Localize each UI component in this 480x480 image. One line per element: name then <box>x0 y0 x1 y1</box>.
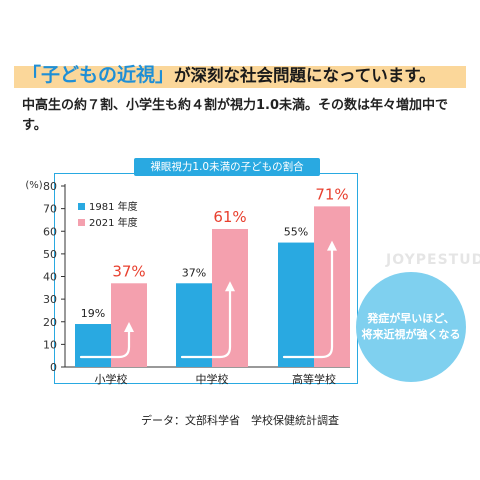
headline-highlight <box>14 66 466 88</box>
y-tick-label: 30 <box>43 293 57 306</box>
subtext: 中高生の約７割、小学生も約４割が視力1.0未満。その数は年々増加中です。 <box>22 98 449 133</box>
headline-text: 「子どもの近視」が深刻な社会問題になっています。 <box>22 60 436 87</box>
chart-title: 裸眼視力1.0未満の子どもの割合 <box>134 158 320 176</box>
callout-bubble: 発症が早いほど、 将来近視が強くなる <box>356 272 466 382</box>
legend-swatch <box>78 203 85 210</box>
source-note: データ：文部科学省 学校保健統計調査 <box>141 414 339 427</box>
callout-line-1: 発症が早いほど、 <box>367 312 455 325</box>
y-tick-label: 50 <box>43 248 57 261</box>
legend-label: 1981 年度 <box>89 200 138 213</box>
bar-1981 <box>75 324 111 367</box>
category-label: 高等学校 <box>292 372 336 386</box>
y-unit-label: (%) <box>25 180 42 191</box>
data-label-1981: 37% <box>182 266 206 279</box>
category-label: 小学校 <box>95 372 128 386</box>
callout-line-2: 将来近視が強くなる <box>361 328 461 341</box>
y-tick-label: 80 <box>43 180 57 193</box>
trend-arrow-head <box>124 322 134 333</box>
trend-arrow-head <box>327 240 337 251</box>
headline-rest: が深刻な社会問題になっています。 <box>174 66 436 85</box>
trend-arrow <box>180 288 232 359</box>
trend-arrow <box>282 247 334 359</box>
y-tick-label: 10 <box>43 338 57 351</box>
category-label: 中学校 <box>196 372 229 386</box>
bar-1981 <box>176 283 212 367</box>
bar-1981 <box>278 242 314 367</box>
headline: 「子どもの近視」が深刻な社会問題になっています。 <box>14 58 466 90</box>
y-tick-label: 60 <box>43 225 57 238</box>
data-label-2021: 37% <box>112 262 145 280</box>
y-tick-label: 0 <box>50 361 57 374</box>
data-label-1981: 55% <box>284 226 308 239</box>
data-label-2021: 61% <box>213 208 246 226</box>
watermark: JOYPESTUDIO <box>386 252 480 268</box>
headline-accent: 「子どもの近視」 <box>22 64 175 86</box>
data-label-1981: 19% <box>81 307 105 320</box>
legend-label: 2021 年度 <box>89 216 138 229</box>
y-tick-label: 40 <box>43 271 57 284</box>
y-tick-label: 20 <box>43 316 57 329</box>
legend-swatch <box>78 219 85 226</box>
trend-arrow-head <box>225 281 235 292</box>
y-tick-label: 70 <box>43 203 57 216</box>
trend-arrow <box>79 328 131 359</box>
data-label-2021: 71% <box>315 185 348 203</box>
